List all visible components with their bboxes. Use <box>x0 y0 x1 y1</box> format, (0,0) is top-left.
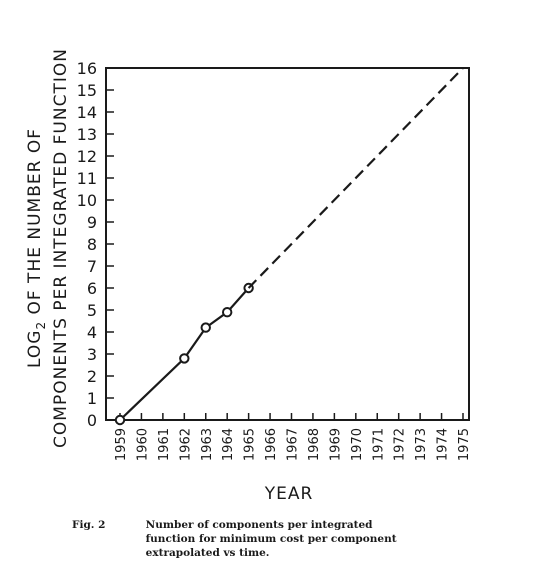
x-tick-label: 1964 <box>221 428 236 461</box>
x-tick-label: 1969 <box>328 428 343 461</box>
y-axis-title-rest: OF THE NUMBER OF <box>25 128 45 321</box>
y-tick-label: 10 <box>77 191 97 210</box>
x-tick-label: 1968 <box>307 428 322 461</box>
y-tick-label: 5 <box>87 301 97 320</box>
x-tick-label: 1967 <box>286 428 301 461</box>
y-tick-label: 9 <box>87 213 97 232</box>
y-tick-label: 2 <box>87 367 97 386</box>
y-tick-label: 1 <box>87 389 97 408</box>
y-tick-label: 16 <box>77 59 97 78</box>
x-tick-label: 1971 <box>371 428 386 461</box>
x-axis-ticks: 1959 1960 1961 1962 1963 1964 1965 1966 1967 1968… <box>114 413 472 461</box>
x-tick-label: 1973 <box>414 428 429 461</box>
x-tick-label: 1975 <box>457 428 472 461</box>
y-tick-label: 11 <box>77 169 97 188</box>
y-axis-title-log: LOG <box>25 330 45 368</box>
x-tick-label: 1963 <box>200 428 215 461</box>
y-tick-label: 13 <box>77 125 97 144</box>
y-tick-label: 15 <box>77 81 97 100</box>
x-tick-label: 1972 <box>393 428 408 461</box>
extrapolation-line <box>247 67 464 289</box>
x-tick-label: 1974 <box>436 428 451 461</box>
x-axis-title: YEAR <box>264 484 314 504</box>
y-tick-label: 7 <box>87 257 97 276</box>
plot-frame <box>105 67 470 421</box>
series-layer <box>114 67 464 426</box>
x-tick-label: 1959 <box>114 428 129 461</box>
x-tick-label: 1960 <box>135 428 150 461</box>
caption-label: Fig. 2 <box>72 519 106 531</box>
caption-text: Number of components per integrated func… <box>145 519 397 559</box>
y-tick-label: 6 <box>87 279 97 298</box>
y-tick-label: 3 <box>87 345 97 364</box>
y-tick-label: 0 <box>87 411 97 430</box>
y-axis-title-line2: COMPONENTS PER INTEGRATED FUNCTION <box>51 48 71 448</box>
y-axis-title-line1: LOG2 OF THE NUMBER OF <box>25 128 48 368</box>
x-tick-label: 1961 <box>157 428 172 461</box>
y-tick-label: 4 <box>87 323 97 342</box>
x-tick-label: 1970 <box>350 428 365 461</box>
x-tick-label: 1966 <box>264 428 279 461</box>
x-tick-label: 1965 <box>243 428 258 461</box>
data-point <box>179 353 190 364</box>
x-tick-label: 1962 <box>178 428 193 461</box>
y-axis-title: LOG2 OF THE NUMBER OF COMPONENTS PER INT… <box>25 48 71 448</box>
data-point <box>221 307 233 318</box>
data-point <box>114 414 126 426</box>
y-axis-title-subscript: 2 <box>34 321 48 330</box>
y-tick-label: 14 <box>77 103 97 122</box>
y-tick-label: 12 <box>77 147 97 166</box>
figure-caption: Fig. 2 Number of components per integrat… <box>72 518 542 560</box>
y-tick-label: 8 <box>87 235 97 254</box>
data-point <box>200 322 211 333</box>
